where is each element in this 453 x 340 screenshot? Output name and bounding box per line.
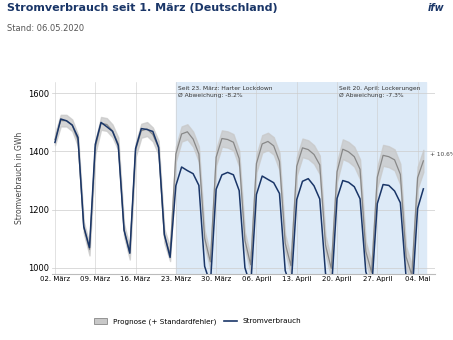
Text: + 10.6%: + 10.6%: [430, 152, 453, 157]
Y-axis label: Stromverbrauch in GWh: Stromverbrauch in GWh: [15, 132, 24, 224]
Text: Seit 23. März: Harter Lockdown
Ø Abweichung: -8.2%: Seit 23. März: Harter Lockdown Ø Abweich…: [178, 86, 272, 98]
Text: ifw: ifw: [427, 3, 444, 13]
Legend: Prognose (+ Standardfehler), Stromverbrauch: Prognose (+ Standardfehler), Stromverbra…: [91, 315, 304, 328]
Text: Seit 20. April: Lockerungen
Ø Abweichung: -7.3%: Seit 20. April: Lockerungen Ø Abweichung…: [339, 86, 420, 98]
Bar: [176, 82, 426, 274]
Text: Quelle: entso-e, eigene Berechnungen.: Quelle: entso-e, eigene Berechnungen.: [7, 324, 148, 330]
Text: Datenmonitor Corona-Krise: Datenmonitor Corona-Krise: [313, 323, 444, 332]
Text: Stand: 06.05.2020: Stand: 06.05.2020: [7, 24, 84, 33]
Text: Stromverbrauch seit 1. März (Deutschland): Stromverbrauch seit 1. März (Deutschland…: [7, 3, 277, 13]
